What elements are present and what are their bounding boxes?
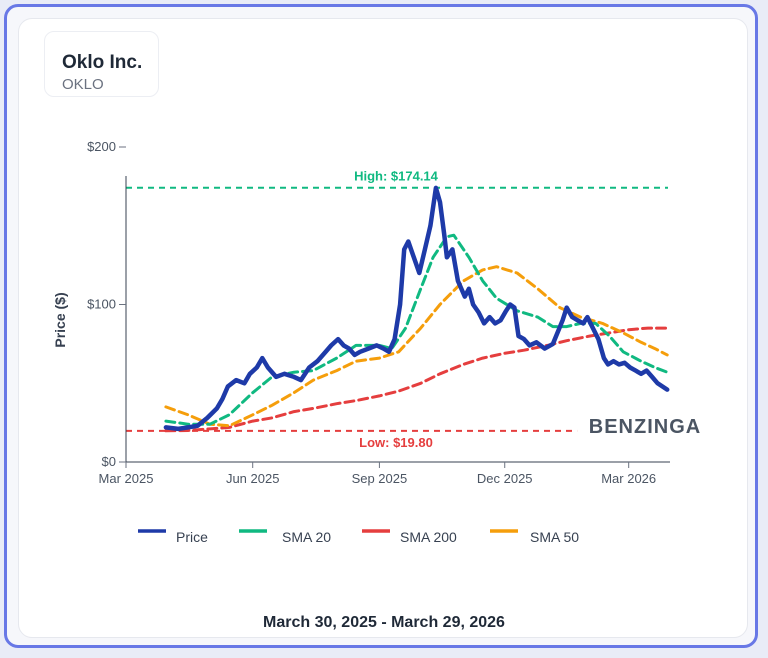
date-range: March 30, 2025 - March 29, 2026: [263, 614, 505, 631]
sma50-series-line: [164, 265, 669, 428]
sma20-series-line: [164, 233, 669, 426]
legend: Price SMA 20 SMA 200 SMA 50: [138, 529, 579, 545]
x-tick-label: Sep 2025: [352, 471, 408, 486]
x-tick-label: Dec 2025: [477, 471, 533, 486]
title-box: [44, 31, 159, 97]
low-label: Low: $19.80: [359, 435, 433, 450]
company-name: Oklo Inc.: [62, 52, 143, 73]
legend-label-sma20: SMA 20: [282, 529, 331, 545]
x-tick-label: Jun 2025: [226, 471, 280, 486]
price-series-line: [163, 185, 670, 432]
series-lines: [163, 185, 670, 433]
y-axis-label: Price ($): [52, 292, 68, 347]
axes: $0 $100 $200 Mar 2025 Jun 2025 Sep 2025 Dec 20…: [52, 139, 670, 486]
sma200-series-line: [164, 326, 669, 433]
y-tick-label: $200: [87, 139, 116, 154]
x-tick-label: Mar 2026: [601, 471, 656, 486]
legend-label-price: Price: [176, 529, 208, 545]
legend-label-sma200: SMA 200: [400, 529, 457, 545]
y-tick-label: $0: [102, 454, 116, 469]
x-tick-label: Mar 2025: [99, 471, 154, 486]
high-label: High: $174.14: [354, 169, 439, 184]
y-tick-label: $100: [87, 297, 116, 312]
ticker-symbol: OKLO: [62, 76, 104, 93]
chart-card: [18, 18, 748, 638]
reference-lines: High: $174.14 Low: $19.80: [126, 169, 668, 450]
benzinga-watermark: BENZINGA: [574, 410, 716, 444]
legend-label-sma50: SMA 50: [530, 529, 579, 545]
